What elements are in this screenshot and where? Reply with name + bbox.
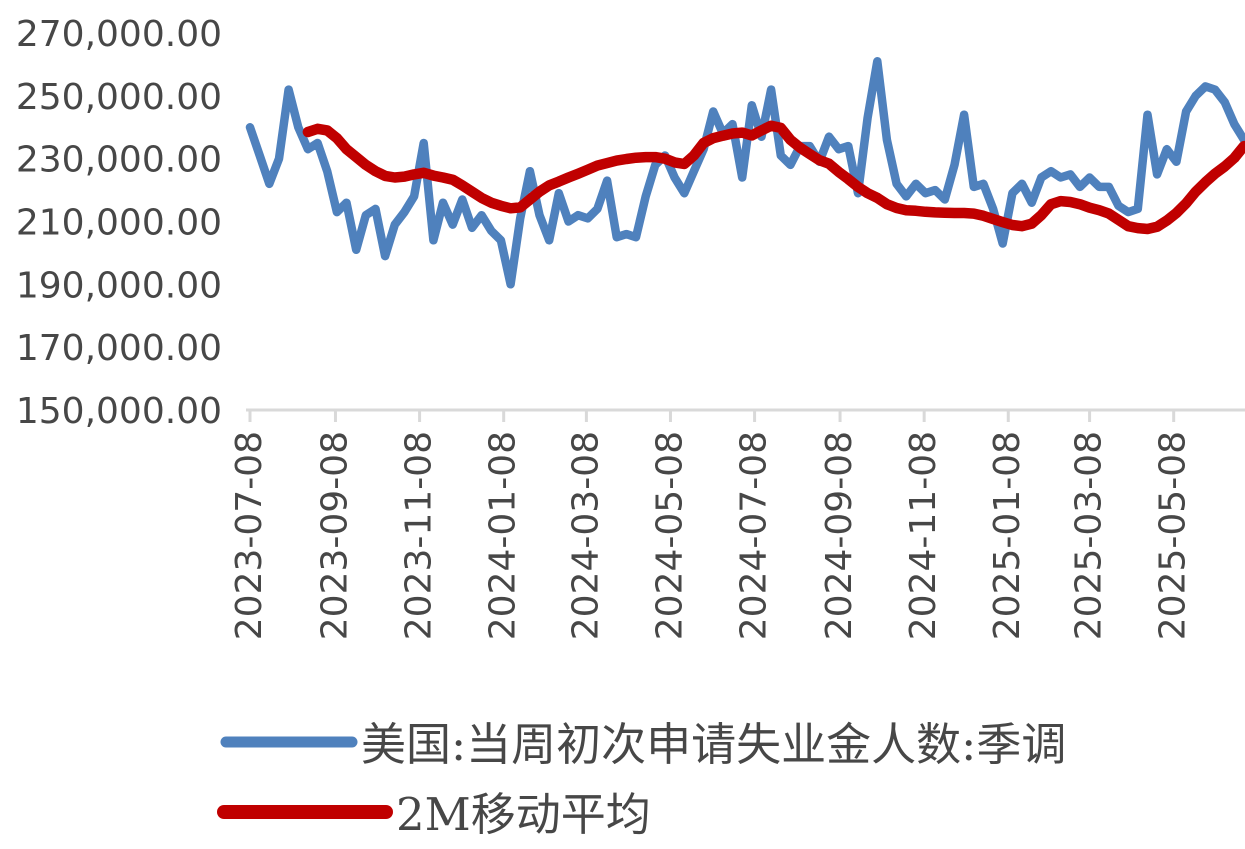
x-tick-label: 2024-05-08 <box>650 431 691 640</box>
x-tick-label: 2023-07-08 <box>229 431 270 640</box>
x-axis-labels: 2023-07-08 2023-09-08 2023-11-08 2024-01-08… <box>229 431 1194 640</box>
claims-line-series <box>245 57 1245 289</box>
moving-average-legend-label: 2M移动平均 <box>396 788 651 841</box>
y-tick-label: 270,000.00 <box>16 14 222 55</box>
x-axis <box>246 408 1245 422</box>
y-tick-label: 210,000.00 <box>16 203 222 244</box>
x-tick-label: 2024-03-08 <box>565 431 606 640</box>
claims-legend-label: 美国:当周初次申请失业金人数:季调 <box>361 718 1066 771</box>
x-tick-label: 2024-01-08 <box>483 431 524 640</box>
moving-average-line-series <box>302 120 1245 235</box>
y-axis-labels: 270,000.00 250,000.00 230,000.00 210,000.00… <box>16 14 222 432</box>
y-tick-label: 250,000.00 <box>16 77 222 118</box>
y-tick-label: 230,000.00 <box>16 140 222 181</box>
x-tick-label: 2025-03-08 <box>1069 431 1110 640</box>
x-tick-label: 2023-09-08 <box>315 431 356 640</box>
chart-legend: 美国:当周初次申请失业金人数:季调 2M移动平均 <box>217 718 1066 841</box>
y-tick-label: 190,000.00 <box>16 265 222 306</box>
x-tick-label: 2025-01-08 <box>987 431 1028 640</box>
x-tick-label: 2024-09-08 <box>819 431 860 640</box>
x-tick-label: 2024-07-08 <box>734 431 775 640</box>
x-tick-label: 2023-11-08 <box>399 431 440 640</box>
y-tick-label: 170,000.00 <box>16 328 222 369</box>
y-tick-label: 150,000.00 <box>16 391 222 432</box>
x-tick-label: 2024-11-08 <box>903 431 944 640</box>
x-tick-label: 2025-05-08 <box>1153 431 1194 640</box>
